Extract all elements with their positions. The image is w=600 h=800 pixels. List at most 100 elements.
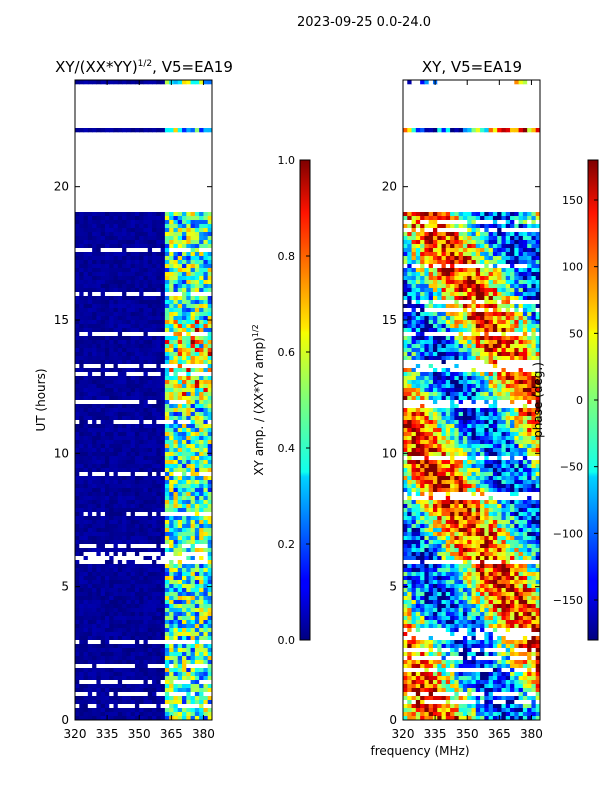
heatmap-cell	[160, 580, 166, 585]
heatmap-cell	[535, 224, 540, 229]
heatmap-cell	[92, 264, 98, 269]
heatmap-cell	[130, 524, 136, 529]
heatmap-cell	[437, 252, 443, 257]
heatmap-cell	[87, 376, 93, 381]
heatmap-cell	[156, 612, 162, 617]
heatmap-cell	[501, 288, 507, 293]
heatmap-cell	[130, 628, 136, 633]
heatmap-cell	[104, 268, 110, 273]
heatmap-cell	[186, 440, 192, 445]
heatmap-cell	[510, 300, 515, 305]
heatmap-cell	[92, 508, 98, 513]
heatmap-cell	[92, 612, 98, 617]
heatmap-cell	[182, 244, 187, 249]
heatmap-cell	[207, 292, 212, 297]
heatmap-cell	[177, 716, 183, 720]
heatmap-cell	[143, 632, 149, 637]
heatmap-cell	[207, 352, 212, 357]
heatmap-cell	[83, 520, 89, 525]
heatmap-cell	[117, 500, 123, 505]
heatmap-cell	[173, 672, 179, 677]
heatmap-cell	[122, 324, 127, 329]
heatmap-cell	[134, 492, 140, 497]
heatmap-cell	[527, 232, 533, 237]
heatmap-cell	[531, 272, 537, 277]
heatmap-cell	[156, 492, 162, 497]
heatmap-cell	[96, 412, 102, 417]
heatmap-cell	[92, 480, 98, 485]
heatmap-cell	[92, 524, 98, 529]
heatmap-cell	[113, 660, 119, 665]
heatmap-cell	[203, 496, 209, 501]
heatmap-cell	[156, 412, 162, 417]
heatmap-cell	[164, 348, 170, 353]
heatmap-cell	[203, 308, 209, 313]
heatmap-cell	[407, 128, 413, 133]
heatmap-cell	[450, 244, 455, 249]
heatmap-cell	[147, 568, 153, 573]
heatmap-cell	[169, 596, 175, 601]
heatmap-cell	[190, 284, 196, 289]
heatmap-cell	[139, 464, 145, 469]
heatmap-cell	[83, 512, 89, 517]
heatmap-cell	[117, 616, 123, 621]
heatmap-cell	[510, 224, 515, 229]
heatmap-cell	[199, 508, 205, 513]
heatmap-cell	[122, 320, 127, 325]
heatmap-cell	[109, 244, 115, 249]
heatmap-cell	[173, 492, 179, 497]
heatmap-cell	[126, 500, 132, 505]
heatmap-cell	[134, 568, 140, 573]
heatmap-cell	[104, 240, 110, 245]
heatmap-cell	[484, 272, 490, 277]
heatmap-cell	[113, 632, 119, 637]
heatmap-cell	[194, 364, 200, 369]
heatmap-cell	[475, 216, 481, 221]
heatmap-cell	[169, 424, 175, 429]
heatmap-cell	[130, 668, 136, 673]
heatmap-cell	[458, 236, 464, 241]
heatmap-cell	[458, 276, 464, 281]
heatmap-cell	[83, 300, 89, 305]
heatmap-cell	[190, 232, 196, 237]
heatmap-cell	[126, 588, 132, 593]
heatmap-cell	[79, 528, 85, 533]
heatmap-cell	[87, 224, 93, 229]
heatmap-cell	[143, 416, 149, 421]
heatmap-cell	[134, 512, 140, 517]
heatmap-cell	[467, 256, 473, 261]
heatmap-cell	[173, 632, 179, 637]
heatmap-cell	[92, 356, 98, 361]
heatmap-cell	[104, 548, 110, 553]
heatmap-cell	[87, 628, 93, 633]
heatmap-cell	[190, 472, 196, 477]
heatmap-cell	[160, 672, 166, 677]
heatmap-cell	[87, 128, 93, 133]
heatmap-cell	[109, 264, 115, 269]
heatmap-cell	[134, 620, 140, 625]
heatmap-cell	[83, 352, 89, 357]
heatmap-cell	[126, 372, 132, 377]
heatmap-cell	[139, 380, 145, 385]
heatmap-cell	[186, 692, 192, 697]
heatmap-cell	[531, 300, 537, 305]
heatmap-cell	[480, 284, 485, 289]
heatmap-cell	[134, 308, 140, 313]
heatmap-cell	[186, 460, 192, 465]
heatmap-cell	[411, 284, 417, 289]
heatmap-cell	[169, 560, 175, 565]
heatmap-cell	[87, 404, 93, 409]
heatmap-cell	[92, 256, 98, 261]
heatmap-cell	[126, 420, 132, 425]
heatmap-cell	[527, 228, 533, 233]
heatmap-cell	[182, 520, 187, 525]
heatmap-cell	[96, 576, 102, 581]
heatmap-cell	[505, 288, 511, 293]
heatmap-cell	[139, 356, 145, 361]
heatmap-cell	[134, 316, 140, 321]
heatmap-cell	[190, 464, 196, 469]
heatmap-cell	[186, 688, 192, 693]
heatmap-cell	[109, 512, 115, 517]
heatmap-cell	[173, 388, 179, 393]
heatmap-cell	[186, 296, 192, 301]
